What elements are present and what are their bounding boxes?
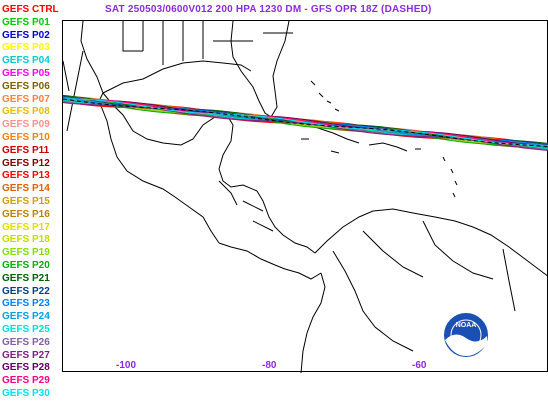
legend-item-3: GEFS P03 — [2, 42, 50, 54]
legend-item-0: GEFS CTRL — [2, 4, 59, 15]
baja — [63, 50, 84, 132]
noaa-logo: NOAA — [442, 311, 490, 359]
legend-item-4: GEFS P04 — [2, 55, 50, 67]
legend-item-20: GEFS P20 — [2, 259, 50, 271]
central-america-pacific — [218, 242, 322, 280]
longitude-label-100: -100 — [116, 360, 137, 371]
south-america-pacific-coast — [300, 272, 326, 373]
contour-30 — [63, 98, 548, 147]
legend-item-8: GEFS P08 — [2, 106, 50, 118]
hispaniola — [368, 142, 408, 152]
longitude-label-80: -80 — [262, 360, 277, 371]
bahamas — [310, 80, 340, 112]
legend-item-21: GEFS P21 — [2, 272, 50, 284]
florida — [230, 21, 290, 118]
chart-title: SAT 250503/0600V012 200 HPA 1230 DM - GF… — [105, 4, 432, 15]
legend-item-27: GEFS P27 — [2, 349, 50, 361]
contour-20 — [63, 99, 548, 149]
contour-28 — [63, 97, 548, 147]
legend-item-13: GEFS P13 — [2, 170, 50, 182]
legend-item-10: GEFS P10 — [2, 131, 50, 143]
country-borders-ca — [218, 180, 274, 232]
mexico-gulf-coast — [102, 92, 234, 170]
legend-item-16: GEFS P16 — [2, 208, 50, 220]
state-borders — [122, 21, 293, 65]
contour-19 — [63, 99, 548, 148]
ensemble-legend: GEFS CTRL GEFS P01 GEFS P02 GEFS P03 GEFS P0… — [2, 4, 59, 401]
south-america-borders — [332, 220, 516, 352]
legend-item-22: GEFS P22 — [2, 285, 50, 297]
legend-item-1: GEFS P01 — [2, 16, 50, 28]
legend-item-12: GEFS P12 — [2, 157, 50, 169]
legend-item-25: GEFS P25 — [2, 323, 50, 335]
caribbean-islands — [301, 138, 458, 198]
legend-item-30: GEFS P30 — [2, 387, 50, 399]
gulf-coast-north — [102, 60, 252, 94]
legend-item-18: GEFS P18 — [2, 234, 50, 246]
gfs-opr-contour — [63, 98, 548, 147]
ensemble-contours — [63, 94, 548, 151]
legend-item-6: GEFS P06 — [2, 80, 50, 92]
map-frame — [62, 20, 548, 373]
svg-text:NOAA: NOAA — [456, 322, 477, 329]
map-canvas — [63, 21, 548, 373]
legend-item-11: GEFS P11 — [2, 144, 50, 156]
central-america-caribbean — [218, 168, 316, 254]
legend-item-7: GEFS P07 — [2, 93, 50, 105]
legend-item-29: GEFS P29 — [2, 375, 50, 387]
legend-item-24: GEFS P24 — [2, 311, 50, 323]
mexico-pacific-coast — [98, 100, 220, 244]
legend-item-23: GEFS P23 — [2, 298, 50, 310]
south-america-north-coast — [314, 208, 548, 277]
legend-item-15: GEFS P15 — [2, 195, 50, 207]
legend-item-17: GEFS P17 — [2, 221, 50, 233]
contour-29 — [63, 98, 548, 147]
longitude-label-60: -60 — [412, 360, 427, 371]
legend-item-28: GEFS P28 — [2, 362, 50, 374]
legend-item-26: GEFS P26 — [2, 336, 50, 348]
legend-item-19: GEFS P19 — [2, 247, 50, 259]
texas-coast — [80, 21, 104, 102]
legend-item-14: GEFS P14 — [2, 183, 50, 195]
legend-item-9: GEFS P09 — [2, 119, 50, 131]
coastlines — [63, 21, 548, 373]
legend-item-2: GEFS P02 — [2, 29, 50, 41]
legend-item-5: GEFS P05 — [2, 67, 50, 79]
